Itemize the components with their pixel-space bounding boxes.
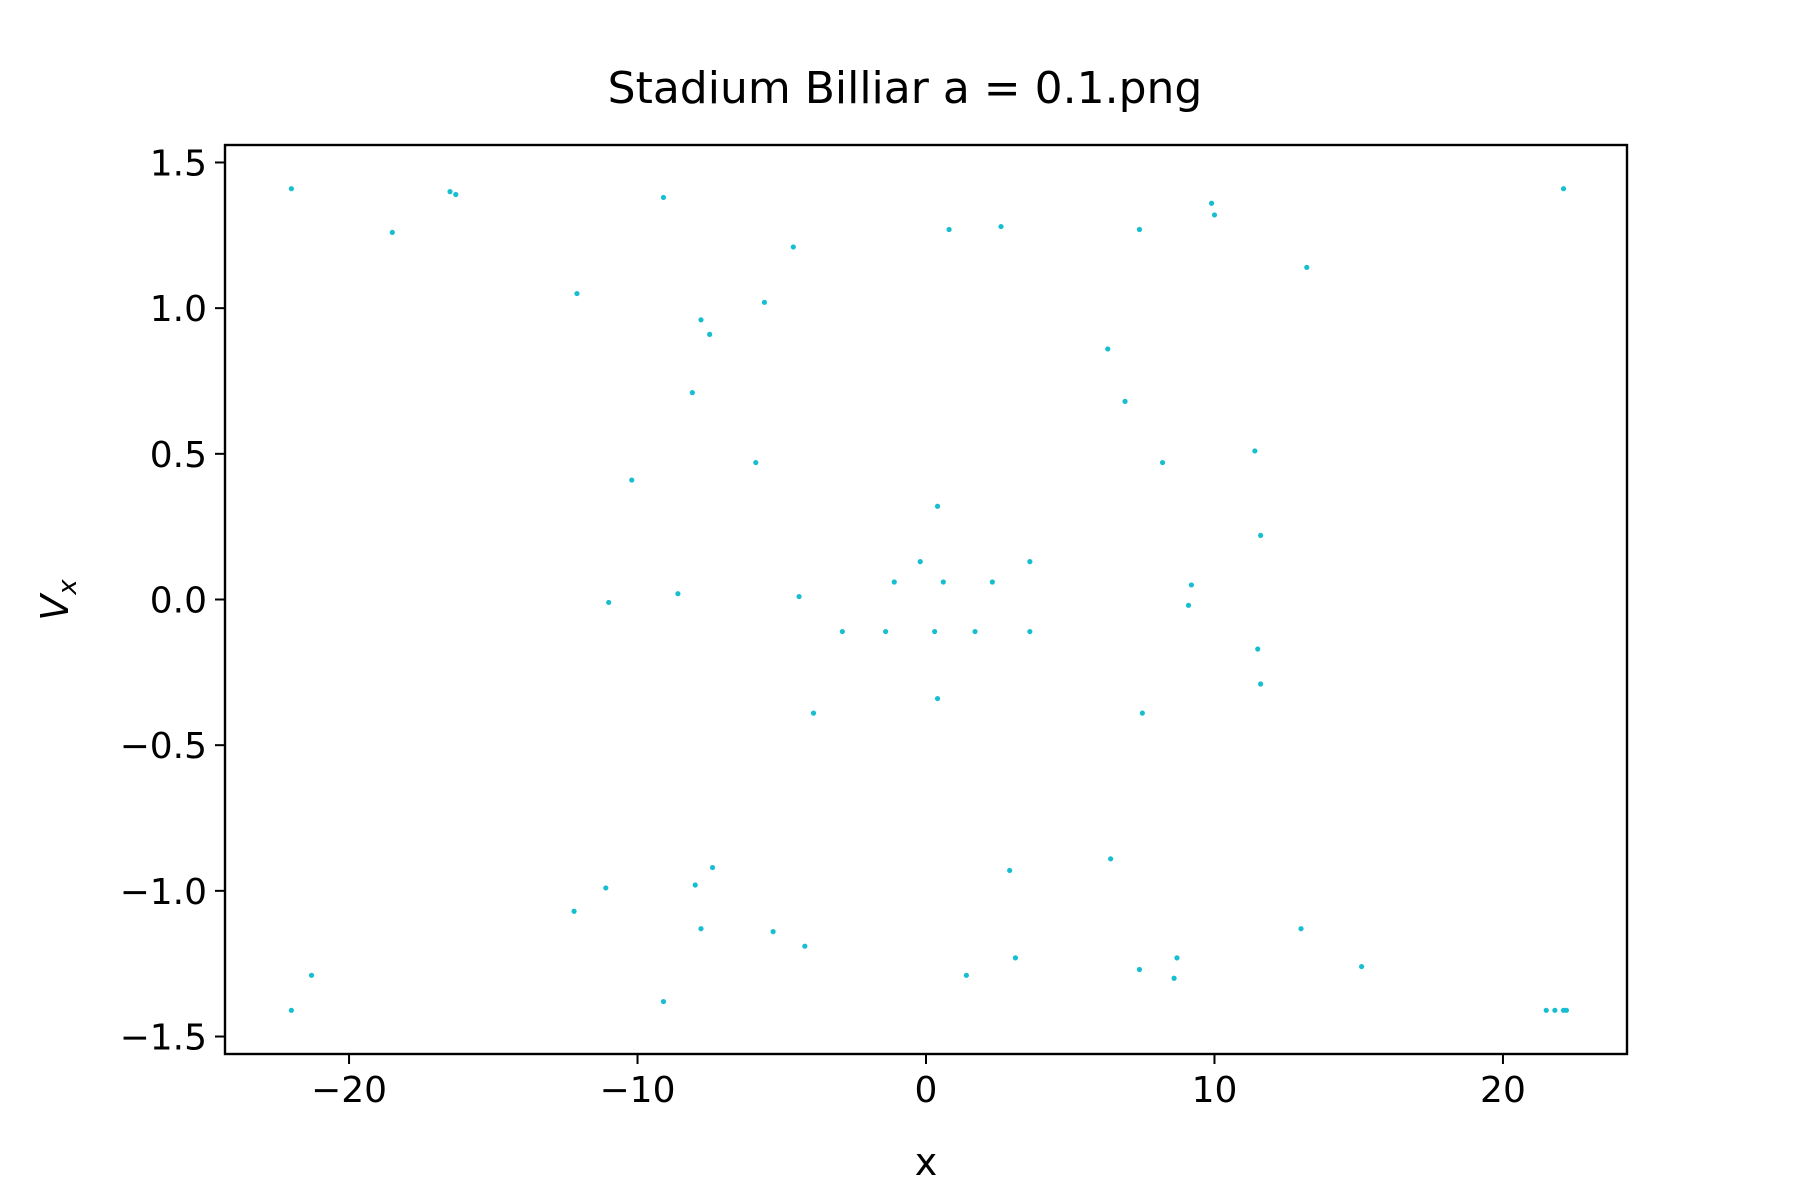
data-point	[1304, 264, 1310, 270]
data-point	[940, 579, 946, 585]
data-point	[1027, 628, 1033, 635]
data-point	[972, 628, 978, 635]
data-point	[1012, 955, 1019, 961]
x-tick-label: −10	[600, 1070, 676, 1111]
y-tick-label: 1.5	[150, 143, 207, 184]
data-point	[790, 244, 796, 250]
data-point	[308, 972, 315, 978]
data-point	[1174, 955, 1180, 961]
data-point	[574, 290, 580, 297]
data-point	[1552, 1007, 1558, 1013]
data-point	[770, 929, 776, 935]
data-point	[689, 390, 695, 396]
data-point	[1136, 226, 1143, 233]
data-point	[934, 503, 941, 509]
data-point	[1188, 582, 1194, 588]
data-point	[810, 710, 817, 716]
x-tick-label: 0	[915, 1070, 938, 1111]
data-point	[1159, 459, 1166, 466]
y-tick-label: −1.0	[120, 872, 207, 913]
data-point	[288, 1007, 294, 1013]
data-point	[1560, 186, 1567, 192]
y-tick-label: 1.0	[150, 289, 207, 330]
data-point	[932, 628, 938, 635]
data-point	[1255, 646, 1261, 652]
data-point	[1108, 856, 1114, 862]
data-point	[1298, 926, 1304, 932]
data-point	[453, 191, 459, 198]
y-axis-label-subscript: x	[53, 579, 83, 596]
data-point	[1359, 963, 1365, 970]
y-tick-label: −0.5	[120, 726, 207, 767]
data-point	[883, 628, 889, 635]
y-tick-label: 0.5	[150, 435, 207, 476]
data-point	[1211, 212, 1218, 218]
data-point	[698, 317, 704, 323]
data-point	[709, 864, 716, 871]
data-point	[753, 459, 759, 466]
y-tick-label: 0.0	[150, 581, 207, 622]
chart-title: Stadium Billiar a = 0.1.png	[608, 63, 1203, 114]
y-axis-ticks: −1.5 −1.0 −0.5 0.0 0.5 1.0 1.5	[120, 143, 225, 1059]
data-point	[606, 599, 612, 606]
data-point	[1122, 398, 1128, 404]
data-point	[675, 591, 681, 597]
data-point	[1543, 1007, 1549, 1013]
data-point	[698, 926, 704, 932]
data-point	[1252, 448, 1258, 454]
y-tick-label: −1.5	[120, 1018, 207, 1059]
data-point	[629, 477, 635, 483]
data-point	[891, 579, 897, 585]
data-point	[802, 943, 808, 949]
data-point	[1139, 710, 1145, 716]
data-point	[288, 186, 294, 192]
data-point	[1105, 346, 1111, 352]
data-point	[963, 972, 969, 978]
x-tick-label: 10	[1192, 1070, 1238, 1111]
data-point	[934, 695, 941, 702]
x-tick-label: −20	[311, 1070, 387, 1111]
scatter-points	[288, 186, 1570, 1013]
data-point	[1171, 975, 1177, 981]
data-point	[998, 223, 1004, 230]
data-point	[707, 331, 713, 337]
data-point	[1258, 681, 1264, 687]
x-tick-label: 20	[1480, 1070, 1526, 1111]
data-point	[660, 998, 667, 1005]
data-point	[1258, 532, 1264, 539]
data-point	[839, 628, 845, 635]
data-point	[571, 908, 577, 914]
x-axis-ticks: −20 −10 0 10 20	[311, 1054, 1526, 1111]
data-point	[1563, 1007, 1570, 1013]
data-point	[796, 593, 802, 600]
x-axis-label: x	[915, 1140, 938, 1184]
data-point	[946, 226, 952, 233]
data-point	[389, 229, 395, 236]
data-point	[989, 579, 995, 585]
data-point	[660, 194, 667, 201]
y-axis-label: Vx	[33, 579, 83, 621]
data-point	[1185, 602, 1192, 608]
y-axis-label-main: V	[33, 592, 77, 621]
data-point	[761, 299, 768, 305]
data-point	[447, 189, 453, 195]
data-point	[917, 559, 923, 565]
data-point	[603, 885, 609, 891]
data-point	[1208, 200, 1215, 206]
data-point	[1007, 867, 1013, 874]
data-point	[1136, 966, 1143, 973]
data-point	[1027, 559, 1033, 565]
data-point	[692, 882, 698, 888]
